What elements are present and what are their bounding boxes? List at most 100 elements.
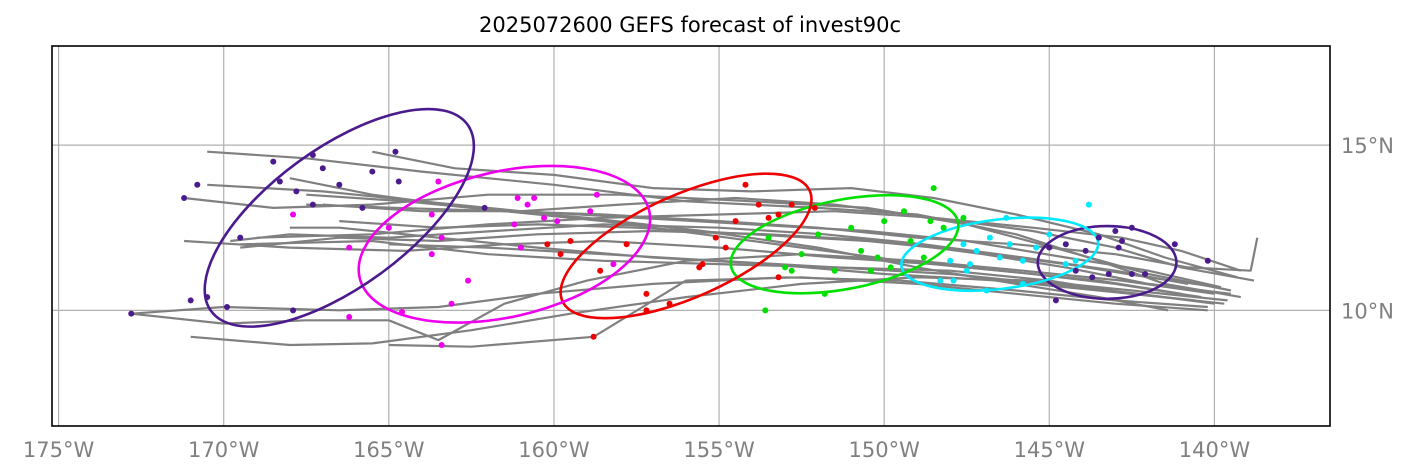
day5-marker xyxy=(517,244,524,251)
day2-marker xyxy=(983,287,990,294)
ensemble-track xyxy=(289,177,1169,312)
day4-marker xyxy=(742,181,749,188)
day3-marker xyxy=(858,247,865,254)
day3-marker xyxy=(788,267,795,274)
day1-marker xyxy=(1171,241,1178,248)
day2-marker xyxy=(1003,214,1010,221)
day5-marker xyxy=(438,342,445,349)
day2-ellipse xyxy=(900,216,1100,292)
x-tick-label: 160°W xyxy=(518,438,590,462)
day3-marker xyxy=(907,237,914,244)
day4-marker xyxy=(590,333,597,340)
day4-marker xyxy=(666,300,673,307)
day5-marker xyxy=(399,309,406,315)
day2-marker xyxy=(967,261,974,268)
day5-marker xyxy=(438,234,445,241)
day6-marker xyxy=(237,234,244,241)
x-tick-label: 165°W xyxy=(353,438,425,462)
day6-marker xyxy=(270,158,277,165)
day4-marker xyxy=(775,274,782,281)
ensemble-track xyxy=(190,276,1228,347)
day5-marker xyxy=(541,214,548,221)
ensemble-tracks xyxy=(131,150,1259,348)
day1-marker xyxy=(1204,257,1211,264)
day5-marker xyxy=(554,218,561,225)
day6-marker xyxy=(276,178,283,185)
day3-marker xyxy=(821,290,828,297)
day3-marker xyxy=(798,251,805,258)
day6-marker xyxy=(309,201,316,208)
day6-marker xyxy=(481,204,488,211)
day2-marker xyxy=(1033,244,1040,251)
day5-marker xyxy=(448,300,455,307)
day4-marker xyxy=(755,201,762,208)
x-tick-label: 145°W xyxy=(1014,438,1086,462)
day4-marker xyxy=(775,211,782,218)
day3-marker xyxy=(901,208,907,215)
day3-marker xyxy=(887,264,894,271)
day3-marker xyxy=(848,224,855,231)
position-markers xyxy=(128,148,1211,349)
day4-marker xyxy=(696,264,703,271)
day4-marker xyxy=(788,201,795,208)
day1-ellipse xyxy=(1036,224,1178,301)
day6-marker xyxy=(319,165,326,172)
day2-marker xyxy=(937,277,944,284)
y-tick-labels: 10°N 15°N xyxy=(1341,134,1394,323)
day5-marker xyxy=(511,221,518,228)
day5-marker xyxy=(587,208,594,215)
ensemble-track xyxy=(388,243,1215,305)
chart-title: 2025072600 GEFS forecast of invest90c xyxy=(479,13,901,37)
x-tick-label: 170°W xyxy=(188,438,260,462)
day5-marker xyxy=(428,211,435,218)
day6-marker xyxy=(290,307,297,314)
day3-marker xyxy=(867,267,874,274)
day1-marker xyxy=(1115,244,1122,251)
day3-marker xyxy=(927,218,934,225)
day6-marker xyxy=(181,195,188,201)
gridlines xyxy=(52,46,1330,426)
day5-marker xyxy=(524,201,531,208)
day3-marker xyxy=(881,218,888,225)
day6-marker xyxy=(187,297,194,304)
day4-marker xyxy=(712,234,719,241)
day6-marker xyxy=(194,181,201,188)
day4-marker xyxy=(557,251,564,258)
day4-marker xyxy=(597,267,604,274)
ensemble-track xyxy=(207,150,1241,299)
day1-marker xyxy=(1128,271,1135,277)
y-tick-label: 15°N xyxy=(1341,134,1394,158)
day2-marker xyxy=(1019,257,1026,264)
ensemble-track xyxy=(230,223,1189,285)
day2-marker xyxy=(986,234,993,241)
day2-marker xyxy=(1006,241,1013,248)
ensemble-track xyxy=(131,253,1215,342)
day1-marker xyxy=(1082,247,1089,254)
day3-marker xyxy=(940,224,947,231)
day3-marker xyxy=(831,267,838,274)
day4-marker xyxy=(643,290,650,297)
day5-marker xyxy=(290,211,297,218)
day6-marker xyxy=(293,188,300,195)
day4-marker xyxy=(765,214,772,221)
day4-marker xyxy=(643,307,650,314)
day6-marker xyxy=(369,168,376,175)
day1-marker xyxy=(1062,241,1069,248)
day1-marker xyxy=(1052,297,1059,304)
day2-marker xyxy=(973,247,980,254)
day6-marker xyxy=(128,310,135,317)
day3-marker xyxy=(765,234,772,241)
day5-marker xyxy=(514,195,521,201)
day2-marker xyxy=(1062,261,1069,268)
day5-marker xyxy=(428,251,435,258)
day2-marker xyxy=(996,254,1003,261)
day2-marker xyxy=(1085,201,1092,208)
day5-marker xyxy=(610,261,617,268)
day2-marker xyxy=(963,267,970,274)
day1-marker xyxy=(1095,234,1102,241)
day2-marker xyxy=(1046,231,1053,238)
day4-marker xyxy=(567,237,574,244)
day3-marker xyxy=(762,307,769,314)
day6-marker xyxy=(395,178,402,185)
